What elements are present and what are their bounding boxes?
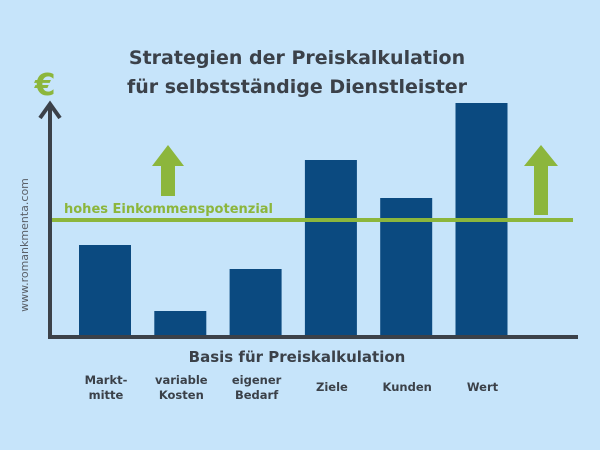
x-tick-label: Kunden bbox=[383, 380, 432, 394]
x-tick-label-line: Kosten bbox=[159, 388, 204, 402]
x-tick-label-line: variable bbox=[155, 373, 208, 387]
x-axis-label: Basis für Preiskalkulation bbox=[189, 348, 406, 366]
x-tick-label-line: Ziele bbox=[316, 380, 348, 394]
chart-subtitle: für selbstständige Dienstleister bbox=[127, 76, 468, 98]
watermark: www.romankmenta.com bbox=[18, 178, 31, 312]
x-tick-label-line: Kunden bbox=[383, 380, 432, 394]
x-tick-label: Ziele bbox=[316, 380, 348, 394]
bar-2 bbox=[229, 269, 282, 335]
x-tick-label: eigener Bedarf bbox=[232, 373, 282, 402]
bar-3 bbox=[304, 160, 357, 335]
x-tick-label-line: Wert bbox=[467, 380, 499, 394]
x-tick-label: Wert bbox=[467, 380, 499, 394]
bar-0 bbox=[79, 245, 131, 335]
y-axis-arrow-icon bbox=[38, 100, 62, 120]
chart-title: Strategien der Preiskalkulation bbox=[129, 47, 465, 69]
up-arrow-icon bbox=[524, 145, 558, 215]
bar-1 bbox=[154, 311, 207, 335]
x-tick-label-line: eigener bbox=[232, 373, 282, 387]
x-tick-label: Markt-mitte bbox=[85, 373, 128, 402]
x-tick-label-line: Bedarf bbox=[235, 388, 279, 402]
x-tick-label-line: Markt- bbox=[85, 373, 128, 387]
up-arrow-icon bbox=[152, 145, 184, 196]
y-axis-label-euro: € bbox=[34, 68, 56, 103]
x-tick-label-line: mitte bbox=[89, 388, 124, 402]
reference-line-label: hohes Einkommenspotenzial bbox=[64, 202, 273, 217]
x-tick-label: variable Kosten bbox=[155, 373, 208, 402]
